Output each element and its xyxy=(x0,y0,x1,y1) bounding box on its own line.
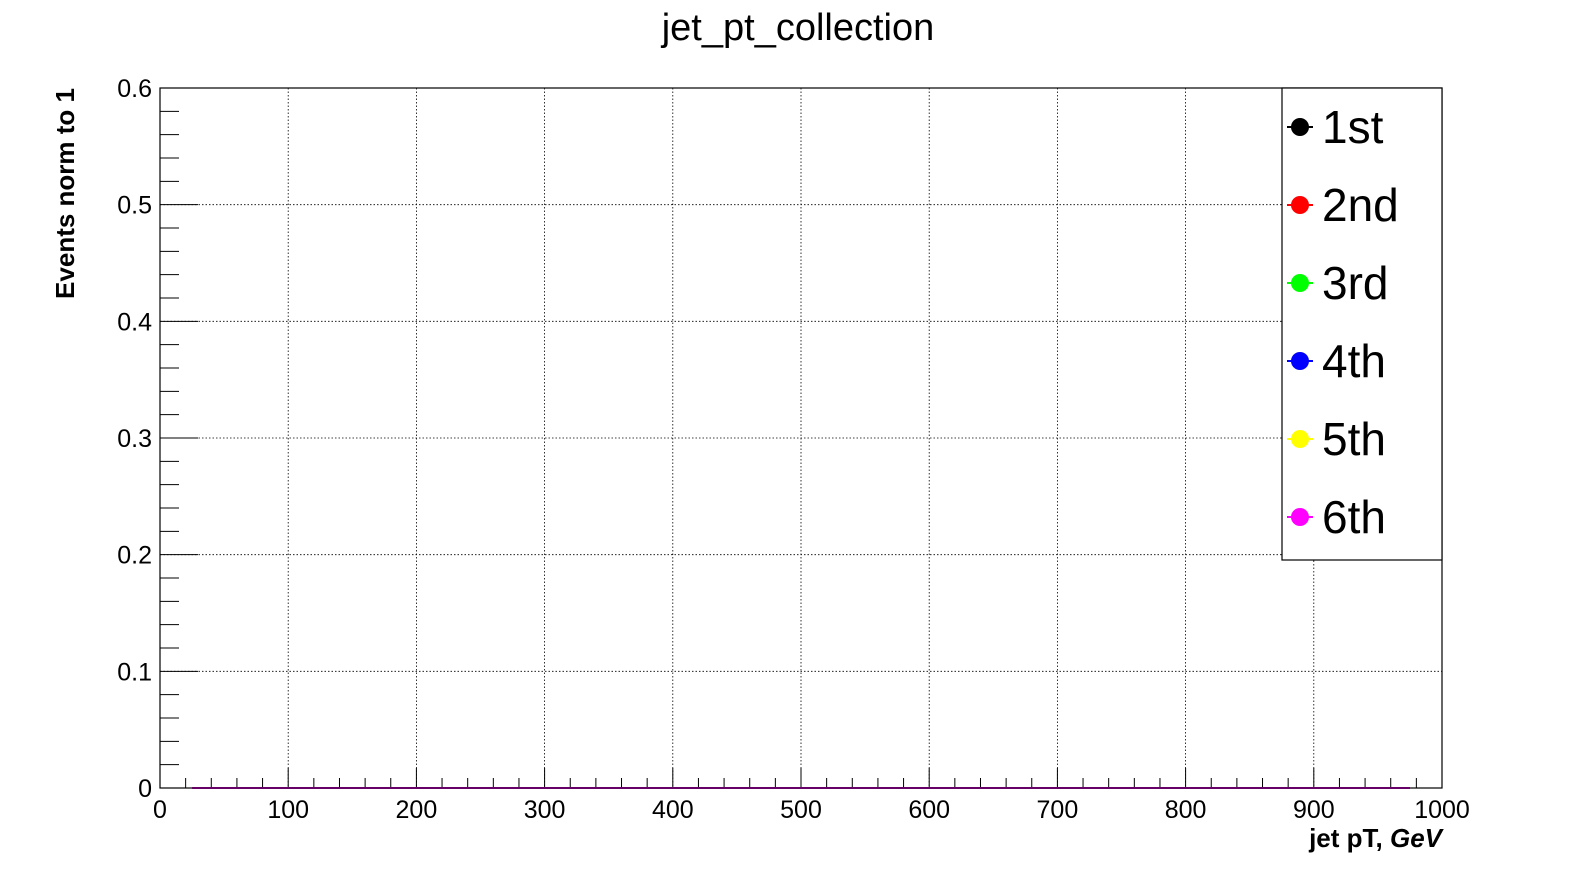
x-axis-label-main: jet pT, xyxy=(1308,823,1390,853)
legend-label-1st: 1st xyxy=(1322,101,1384,153)
y-tick-label: 0.1 xyxy=(117,658,152,686)
legend-label-4th: 4th xyxy=(1322,335,1386,387)
legend-label-5th: 5th xyxy=(1322,413,1386,465)
x-tick-label: 0 xyxy=(153,796,167,824)
grid-layer xyxy=(160,88,1442,788)
y-axis-label: Events norm to 1 xyxy=(50,88,80,299)
legend-label-6th: 6th xyxy=(1322,491,1386,543)
legend-marker-2nd xyxy=(1291,196,1309,214)
y-tick-labels: 0 0.1 0.2 0.3 0.4 0.5 0.6 xyxy=(117,75,152,803)
chart-title: jet_pt_collection xyxy=(661,7,935,49)
y-tick-label: 0.4 xyxy=(117,308,152,336)
legend-box xyxy=(1281,87,1443,561)
legend-label-2nd: 2nd xyxy=(1322,179,1399,231)
x-tick-label: 600 xyxy=(908,796,950,824)
x-tick-label: 700 xyxy=(1037,796,1079,824)
y-tick-label: 0.2 xyxy=(117,542,152,570)
legend-marker-6th xyxy=(1291,508,1309,526)
legend-marker-4th xyxy=(1291,352,1309,370)
y-tick-label: 0.5 xyxy=(117,192,152,220)
y-tick-label: 0 xyxy=(138,775,152,803)
legend-label-3rd: 3rd xyxy=(1322,257,1388,309)
legend-marker-1st xyxy=(1291,118,1309,136)
x-tick-label: 100 xyxy=(267,796,309,824)
x-tick-label: 1000 xyxy=(1414,796,1470,824)
legend-marker-3rd xyxy=(1291,274,1309,292)
y-tick-label: 0.3 xyxy=(117,425,152,453)
legend-entries: 1st 2nd 3rd 4th 5th 6th xyxy=(1287,101,1399,543)
x-tick-label: 400 xyxy=(652,796,694,824)
legend-marker-5th xyxy=(1291,430,1309,448)
x-tick-label: 800 xyxy=(1165,796,1207,824)
y-tick-label: 0.6 xyxy=(117,75,152,103)
legend: 1st 2nd 3rd 4th 5th 6th xyxy=(1281,87,1443,561)
x-tick-label: 500 xyxy=(780,796,822,824)
x-tick-labels: 0 100 200 300 400 500 600 700 800 900 1000 xyxy=(153,796,1470,824)
x-tick-label: 200 xyxy=(396,796,438,824)
x-axis-label: jet pT, GeV xyxy=(1308,823,1445,853)
x-tick-label: 300 xyxy=(524,796,566,824)
x-tick-label: 900 xyxy=(1293,796,1335,824)
x-axis-label-unit: GeV xyxy=(1390,823,1445,853)
